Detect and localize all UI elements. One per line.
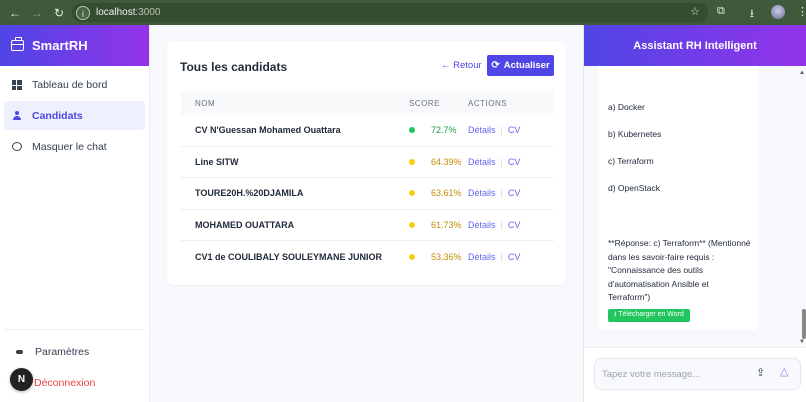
extensions-icon[interactable]: ⧉: [717, 5, 725, 17]
sidebar-item-label: Déconnexion: [34, 376, 96, 389]
sidebar-item-hide-chat[interactable]: Masquer le chat: [4, 132, 145, 161]
refresh-icon: ⟳: [491, 60, 500, 71]
dashboard-icon: [12, 79, 22, 90]
sidebar-item-candidats[interactable]: Candidats: [4, 101, 145, 130]
table-row: CV1 de COULIBALY SOULEYMANE JUNIOR 53.36…: [181, 241, 554, 273]
back-arrow-icon[interactable]: ←: [9, 5, 21, 20]
dev-tools-badge[interactable]: N: [10, 368, 33, 391]
candidate-name: TOURE20H.%20DJAMILA: [195, 188, 304, 199]
reload-icon[interactable]: ↻: [53, 5, 65, 20]
chat-scrollbar-thumb[interactable]: [802, 309, 806, 339]
cv-link[interactable]: CV: [507, 125, 521, 136]
score-value: 53.36%: [431, 251, 462, 262]
sidebar-bottom: Paramètres Déconnexion: [4, 329, 145, 399]
score-status-dot: [409, 221, 415, 228]
candidate-name: MOHAMED OUATTARA: [195, 219, 295, 230]
column-header-actions: ACTIONS: [468, 98, 508, 108]
assistant-message: a) Docker b) Kubernetes c) Terraform d) …: [598, 66, 758, 330]
download-icon[interactable]: ⭳: [750, 8, 754, 20]
table-row: TOURE20H.%20DJAMILA 63.61% Détails | CV: [181, 178, 554, 210]
info-icon[interactable]: i: [76, 5, 90, 20]
profile-avatar[interactable]: [771, 5, 785, 19]
details-link[interactable]: Détails: [468, 251, 496, 262]
table-header: NOM SCORE ACTIONS: [181, 91, 554, 115]
assistant-chat-panel: Assistant RH Intelligent a) Docker b) Ku…: [583, 25, 806, 402]
sidebar-item-label: Masquer le chat: [32, 140, 107, 153]
scroll-down-arrow[interactable]: ▼: [799, 339, 805, 345]
answer-option: c) Terraform: [608, 156, 654, 166]
sidebar-item-settings[interactable]: Paramètres: [4, 337, 145, 366]
candidate-name: CV1 de COULIBALY SOULEYMANE JUNIOR: [195, 251, 383, 262]
brand-name: SmartRH: [32, 38, 88, 53]
star-icon[interactable]: ☆: [690, 6, 700, 18]
chat-input-area: Tapez votre message... ⇪ △: [584, 347, 806, 402]
candidates-card: Tous les candidats ← Retour ⟳ Actualiser…: [167, 41, 566, 285]
answer-option: d) OpenStack: [608, 183, 660, 193]
sidebar-menu: Tableau de bord Candidats Masquer le cha…: [0, 66, 149, 167]
sidebar-item-label: Paramètres: [35, 345, 90, 358]
refresh-button[interactable]: ⟳ Actualiser: [487, 55, 554, 76]
main-content: Tous les candidats ← Retour ⟳ Actualiser…: [151, 25, 583, 402]
forward-arrow-icon[interactable]: →: [31, 5, 43, 20]
sidebar-item-dashboard[interactable]: Tableau de bord: [4, 70, 145, 99]
answer-option: a) Docker: [608, 102, 645, 112]
sidebar-item-label: Tableau de bord: [32, 78, 108, 91]
score-status-dot: [409, 253, 415, 260]
sidebar-item-label: Candidats: [32, 109, 83, 122]
scroll-up-arrow[interactable]: ▲: [799, 70, 805, 76]
details-link[interactable]: Détails: [468, 188, 496, 199]
cv-link[interactable]: CV: [507, 188, 521, 199]
send-icon[interactable]: △: [780, 366, 789, 378]
menu-icon[interactable]: ⋮: [797, 6, 806, 18]
score-status-dot: [409, 190, 415, 197]
details-link[interactable]: Détails: [468, 219, 496, 230]
gear-icon: [16, 349, 23, 354]
user-icon: [12, 110, 22, 121]
upload-icon[interactable]: ⇪: [756, 367, 766, 379]
candidate-name: Line SITW: [195, 156, 239, 167]
column-header-score[interactable]: SCORE: [409, 98, 440, 108]
score-value: 72.7%: [431, 125, 457, 136]
details-link[interactable]: Détails: [468, 156, 496, 167]
browser-toolbar: ← → ↻ i localhost:3000 ☆ ⧉ ⭳ ⋮: [0, 0, 806, 25]
candidate-name: CV N'Guessan Mohamed Ouattara: [195, 125, 341, 136]
url-text: localhost:3000: [96, 7, 161, 18]
details-link[interactable]: Détails: [468, 125, 496, 136]
chat-title: Assistant RH Intelligent: [584, 25, 806, 66]
chat-icon: [12, 142, 22, 151]
page-title: Tous les candidats: [180, 60, 288, 74]
sidebar-item-logout[interactable]: Déconnexion: [4, 368, 145, 397]
cv-link[interactable]: CV: [507, 156, 521, 167]
answer-text: **Réponse: c) Terraform** (Mentionné dan…: [608, 238, 751, 302]
score-status-dot: [409, 158, 415, 165]
table-row: MOHAMED OUATTARA 61.73% Détails | CV: [181, 210, 554, 241]
download-word-button[interactable]: ⭳ Télécharger en Word: [608, 309, 690, 322]
column-header-name[interactable]: NOM: [195, 98, 216, 108]
cv-link[interactable]: CV: [507, 219, 521, 230]
score-status-dot: [409, 127, 415, 134]
score-value: 61.73%: [431, 219, 462, 230]
briefcase-icon: [11, 37, 24, 51]
brand-header: SmartRH: [0, 25, 149, 66]
message-input[interactable]: Tapez votre message...: [594, 358, 801, 390]
table-row: Line SITW 64.39% Détails | CV: [181, 147, 554, 178]
back-button[interactable]: ← Retour: [441, 60, 482, 71]
address-bar[interactable]: i localhost:3000 ☆: [72, 3, 708, 22]
answer-option: b) Kubernetes: [608, 129, 662, 139]
table-row: CV N'Guessan Mohamed Ouattara 72.7% Déta…: [181, 115, 554, 147]
score-value: 64.39%: [431, 156, 462, 167]
score-value: 63.61%: [431, 188, 462, 199]
candidates-table: NOM SCORE ACTIONS CV N'Guessan Mohamed O…: [181, 91, 554, 273]
cv-link[interactable]: CV: [507, 251, 521, 262]
sidebar: SmartRH Tableau de bord Candidats Masque…: [0, 25, 150, 402]
